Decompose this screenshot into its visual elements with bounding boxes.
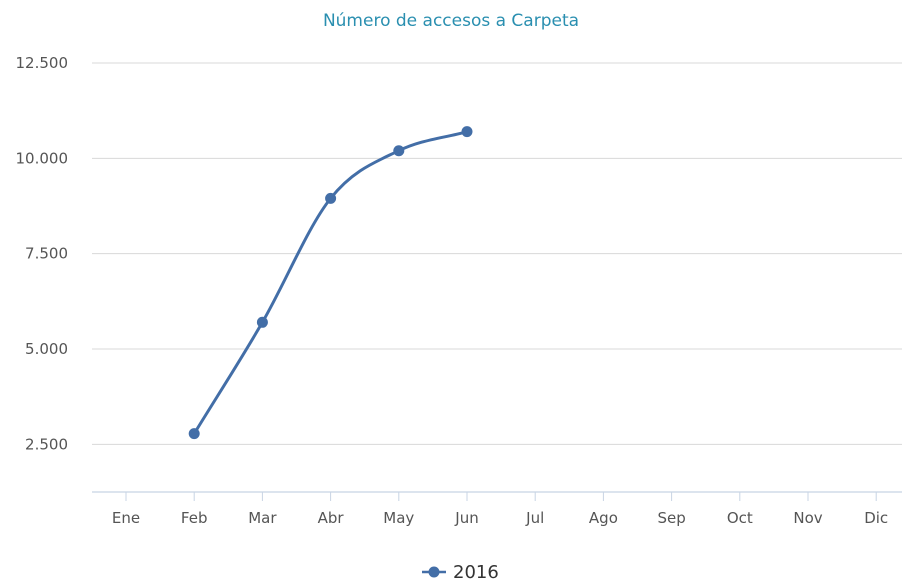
- series-layer: [188, 126, 473, 440]
- data-point[interactable]: [461, 126, 473, 138]
- x-tick-label: Ene: [112, 509, 140, 527]
- y-tick-label: 7.500: [25, 245, 68, 263]
- gridlines: [92, 62, 902, 445]
- x-tick-label: Mar: [248, 509, 277, 527]
- legend[interactable]: 2016: [422, 562, 499, 581]
- x-tick-label: Ago: [589, 509, 618, 527]
- data-point[interactable]: [325, 192, 337, 204]
- x-tick-label: May: [383, 509, 414, 527]
- y-tick-label: 5.000: [25, 340, 68, 358]
- x-tick-label: Oct: [727, 509, 753, 527]
- x-axis-ticks: Ene Feb Mar Abr May Jun Jul Ago Sep Oct Nov Dic: [112, 492, 888, 527]
- y-tick-label: 10.000: [16, 149, 69, 167]
- legend-label: 2016: [453, 562, 499, 581]
- chart-title: Número de accesos a Carpeta: [323, 11, 579, 31]
- legend-marker-icon: [428, 566, 440, 578]
- data-point[interactable]: [188, 428, 200, 440]
- x-tick-label: Abr: [318, 509, 345, 527]
- x-tick-label: Jul: [525, 509, 544, 527]
- y-axis-ticks: 2.500 5.000 7.500 10.000 12.500: [16, 54, 69, 453]
- x-tick-label: Dic: [864, 509, 888, 527]
- series-line: [192, 130, 468, 435]
- y-tick-label: 2.500: [25, 435, 68, 453]
- x-tick-label: Jun: [454, 509, 478, 527]
- x-tick-label: Nov: [793, 509, 822, 527]
- data-point[interactable]: [256, 316, 268, 328]
- data-point[interactable]: [393, 145, 405, 157]
- y-tick-label: 12.500: [16, 54, 69, 72]
- x-tick-label: Feb: [181, 509, 208, 527]
- x-tick-label: Sep: [657, 509, 685, 527]
